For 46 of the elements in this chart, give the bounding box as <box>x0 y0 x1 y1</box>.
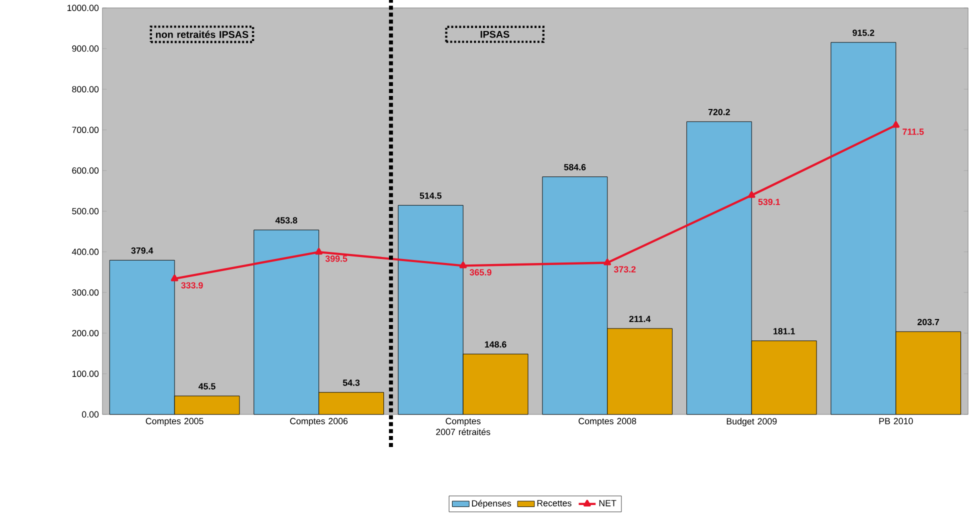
point <box>315 248 322 255</box>
y-tick-label: 900.00 <box>72 46 99 52</box>
y-tick-label: 200.00 <box>72 330 99 337</box>
point <box>604 258 612 266</box>
x-tick-label: PB 2010 <box>879 418 913 424</box>
data-label: 379.4 <box>131 248 154 254</box>
annotation: IPSAS <box>480 31 510 38</box>
x-tick-label: Comptes 2006 <box>290 418 348 426</box>
y-tick-label: 800.00 <box>72 86 99 93</box>
data-label: 915.2 <box>852 30 874 36</box>
legend-label: NET <box>599 500 616 506</box>
y-tick-label: 1000.00 <box>67 5 99 12</box>
x-tick-label: Comptes 2007 rétraités <box>436 418 490 436</box>
data-label: 514.5 <box>420 192 442 200</box>
data-label: 711.5 <box>902 128 924 136</box>
annotation: non retraités IPSAS <box>156 30 248 38</box>
point <box>892 121 900 128</box>
data-label: 203.7 <box>918 319 940 326</box>
data-label: 399.5 <box>325 256 348 262</box>
x-tick-label: Comptes 2008 <box>578 418 636 426</box>
data-label: 54.3 <box>342 380 360 386</box>
legend-label: Recettes <box>537 500 572 507</box>
data-label: 211.4 <box>629 316 651 322</box>
point <box>459 262 467 269</box>
data-label: 584.6 <box>564 164 586 171</box>
y-tick-label: 400.00 <box>72 248 99 256</box>
data-label: 45.5 <box>198 384 216 390</box>
data-label: 720.2 <box>708 109 730 116</box>
y-tick-label: 300.00 <box>72 290 99 296</box>
data-label: 148.6 <box>484 342 506 348</box>
point <box>170 274 178 282</box>
data-label: 181.1 <box>774 328 795 335</box>
y-tick-label: 0.00 <box>82 412 99 418</box>
y-tick-label: 600.00 <box>72 168 99 174</box>
x-tick-label: Comptes 2005 <box>146 418 204 426</box>
data-label: 539.1 <box>758 199 780 206</box>
data-label: 373.2 <box>614 266 636 273</box>
y-tick-label: 100.00 <box>72 370 99 378</box>
data-label: 333.9 <box>181 282 203 289</box>
point <box>748 191 756 198</box>
data-label: 453.8 <box>275 217 298 224</box>
y-tick-label: 700.00 <box>72 126 99 134</box>
y-tick-label: 500.00 <box>72 208 99 215</box>
x-tick-label: Budget 2009 <box>726 418 777 426</box>
legend-label: Dépenses <box>472 500 512 509</box>
data-label: 365.9 <box>470 269 492 276</box>
